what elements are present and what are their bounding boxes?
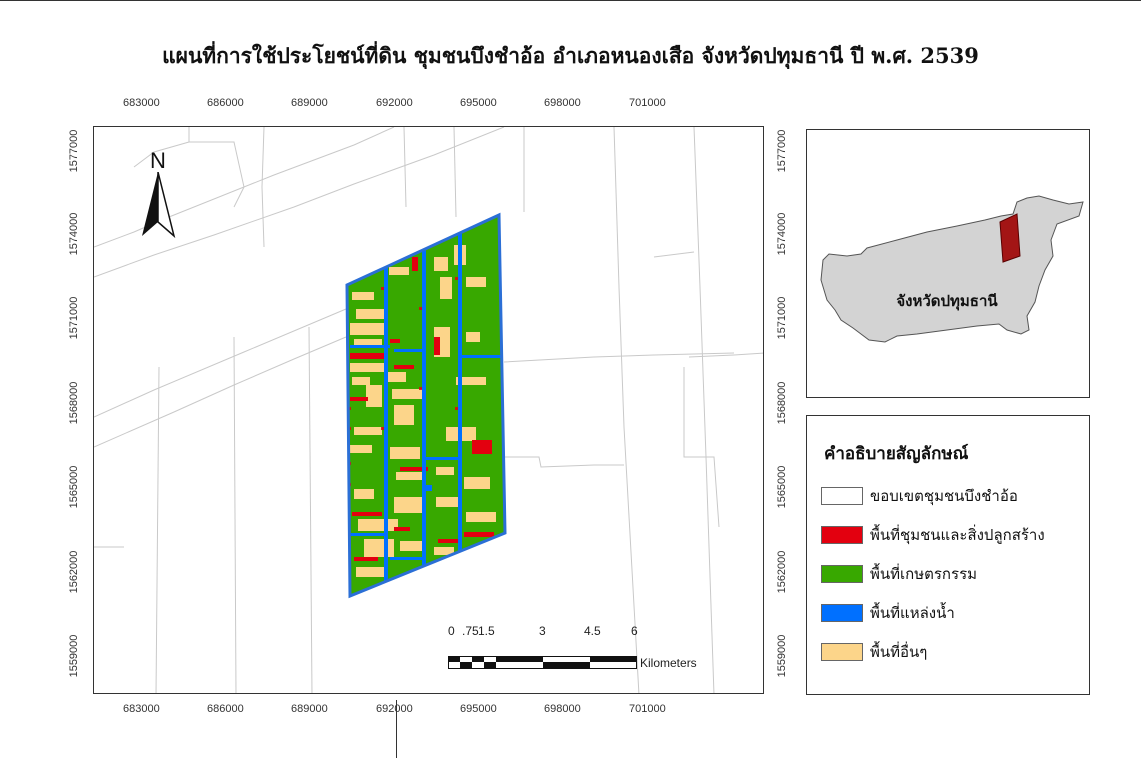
y-tick-left: 1568000 bbox=[68, 381, 80, 425]
y-tick-left: 1577000 bbox=[68, 129, 80, 173]
x-tick-top: 695000 bbox=[460, 97, 497, 109]
frame-top-border bbox=[0, 0, 1141, 1]
north-arrow-icon bbox=[142, 172, 176, 239]
legend-swatch bbox=[821, 565, 863, 583]
scale-tick-label: 1.5 bbox=[478, 624, 495, 638]
y-tick-left: 1574000 bbox=[68, 212, 80, 256]
study-area-boundary bbox=[345, 212, 507, 599]
x-tick-bottom: 692000 bbox=[376, 703, 413, 715]
scale-tick-label: .75 bbox=[462, 624, 479, 638]
y-tick-left: 1565000 bbox=[68, 465, 80, 509]
x-tick-top: 683000 bbox=[123, 97, 160, 109]
x-tick-bottom: 689000 bbox=[291, 703, 328, 715]
legend-item: พื้นที่เกษตรกรรม bbox=[821, 562, 1081, 586]
legend: คำอธิบายสัญลักษณ์ ขอบเขตชุมชนบึงชำอ้อพื้… bbox=[806, 415, 1090, 695]
legend-swatch bbox=[821, 604, 863, 622]
main-map-canvas bbox=[94, 127, 763, 693]
x-tick-top: 698000 bbox=[544, 97, 581, 109]
study-area-inset bbox=[999, 213, 1021, 263]
map-title: แผนที่การใช้ประโยชน์ที่ดิน ชุมชนบึงชำอ้อ… bbox=[162, 43, 979, 68]
y-tick-left: 1562000 bbox=[68, 550, 80, 594]
y-tick-left: 1571000 bbox=[68, 296, 80, 340]
north-label: N bbox=[150, 148, 166, 173]
scale-unit: Kilometers bbox=[640, 656, 697, 670]
legend-swatch bbox=[821, 487, 863, 505]
scale-tick-label: 6 bbox=[631, 624, 638, 638]
legend-label: พื้นที่เกษตรกรรม bbox=[870, 565, 978, 583]
scale-bar-graphic bbox=[448, 656, 637, 669]
scale-bar: 0 .75 1.5 3 4.5 6 Kilometers bbox=[448, 624, 738, 672]
legend-item: พื้นที่อื่นๆ bbox=[821, 640, 1081, 664]
admin-boundaries bbox=[94, 127, 763, 693]
frame-left-border bbox=[396, 700, 397, 758]
inset-map-canvas: จังหวัดปทุมธานี bbox=[820, 195, 1084, 343]
legend-swatch bbox=[821, 643, 863, 661]
y-tick-right: 1571000 bbox=[776, 296, 788, 340]
scale-tick-label: 3 bbox=[539, 624, 546, 638]
legend-label: พื้นที่ชุมชนและสิ่งปลูกสร้าง bbox=[870, 526, 1045, 544]
x-tick-top: 689000 bbox=[291, 97, 328, 109]
legend-item: พื้นที่แหล่งน้ำ bbox=[821, 601, 1081, 625]
land-use-polygons bbox=[347, 215, 505, 596]
y-tick-right: 1574000 bbox=[776, 212, 788, 256]
legend-title: คำอธิบายสัญลักษณ์ bbox=[824, 444, 969, 464]
main-map[interactable] bbox=[93, 126, 764, 694]
north-arrow: N bbox=[138, 148, 186, 240]
scale-tick-label: 4.5 bbox=[584, 624, 601, 638]
province-shape bbox=[820, 195, 1084, 343]
x-tick-top: 686000 bbox=[207, 97, 244, 109]
legend-swatch bbox=[821, 526, 863, 544]
y-tick-left: 1559000 bbox=[68, 634, 80, 678]
legend-item: ขอบเขตชุมชนบึงชำอ้อ bbox=[821, 484, 1081, 508]
x-tick-bottom: 695000 bbox=[460, 703, 497, 715]
x-tick-bottom: 698000 bbox=[544, 703, 581, 715]
x-tick-bottom: 701000 bbox=[629, 703, 666, 715]
inset-map[interactable]: จังหวัดปทุมธานี bbox=[806, 129, 1090, 398]
legend-label: ขอบเขตชุมชนบึงชำอ้อ bbox=[870, 487, 1018, 505]
scale-tick-label: 0 bbox=[448, 624, 455, 638]
y-tick-right: 1559000 bbox=[776, 634, 788, 678]
y-tick-right: 1568000 bbox=[776, 381, 788, 425]
x-tick-top: 692000 bbox=[376, 97, 413, 109]
legend-label: พื้นที่แหล่งน้ำ bbox=[870, 604, 955, 622]
legend-label: พื้นที่อื่นๆ bbox=[870, 643, 928, 661]
y-tick-right: 1565000 bbox=[776, 465, 788, 509]
legend-item: พื้นที่ชุมชนและสิ่งปลูกสร้าง bbox=[821, 523, 1081, 547]
x-tick-top: 701000 bbox=[629, 97, 666, 109]
x-tick-bottom: 683000 bbox=[123, 703, 160, 715]
y-tick-right: 1562000 bbox=[776, 550, 788, 594]
y-tick-right: 1577000 bbox=[776, 129, 788, 173]
x-tick-bottom: 686000 bbox=[207, 703, 244, 715]
inset-province-label: จังหวัดปทุมธานี bbox=[896, 292, 998, 311]
